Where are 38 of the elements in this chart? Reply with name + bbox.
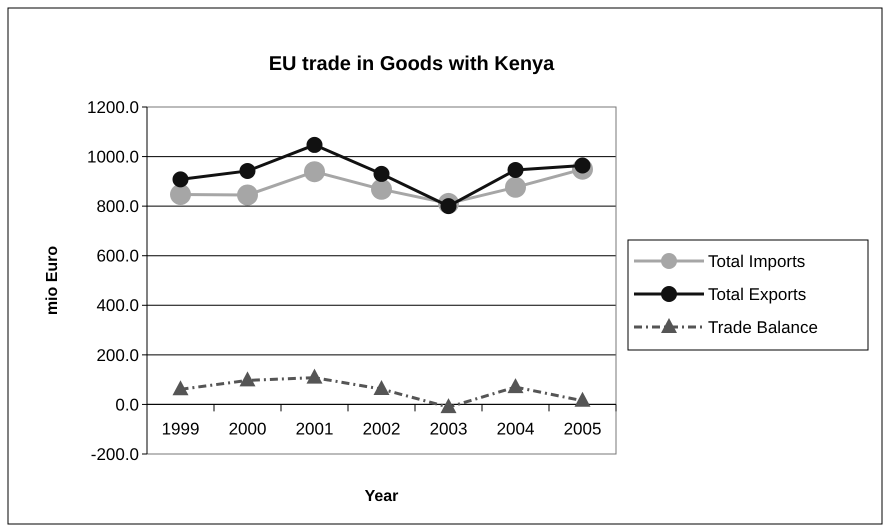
point	[306, 368, 322, 384]
x-axis-title: Year	[364, 488, 398, 505]
y-tick-label: 0.0	[115, 395, 139, 414]
y-axis-title: mio Euro	[44, 246, 61, 316]
legend-label: Trade Balance	[708, 318, 818, 337]
y-tick-label: 400.0	[96, 296, 139, 316]
point	[508, 378, 524, 394]
y-tick-label: 1200.0	[87, 98, 139, 117]
legend-label: Total Imports	[708, 252, 806, 271]
legend-label: Total Exports	[708, 284, 806, 304]
point	[374, 166, 390, 182]
y-tick-label: 600.0	[96, 246, 139, 266]
point	[440, 398, 456, 414]
point	[172, 171, 188, 188]
x-tick-label: 2000	[228, 419, 266, 438]
y-tick-label: 800.0	[96, 197, 139, 216]
point	[172, 380, 188, 396]
point	[505, 176, 526, 198]
point	[240, 162, 256, 179]
point	[237, 184, 258, 206]
point	[371, 178, 392, 200]
point	[508, 162, 524, 178]
x-tick-label: 2001	[296, 419, 334, 438]
x-tick-label: 2004	[496, 419, 534, 438]
point	[240, 371, 256, 386]
x-tick-label: 1999	[162, 419, 200, 438]
x-tick-label: 2003	[430, 419, 468, 438]
y-tick-label: 1000.0	[87, 148, 139, 167]
x-tick-label: 2002	[362, 419, 400, 438]
point	[374, 380, 390, 396]
point	[304, 161, 325, 182]
y-tick-label: 200.0	[96, 346, 139, 365]
chart-title: EU trade in Goods with Kenya	[268, 53, 556, 75]
y-tick-label: -200.0	[90, 444, 139, 464]
point	[306, 136, 322, 153]
x-tick-label: 2005	[564, 419, 602, 438]
point	[170, 184, 191, 205]
point	[574, 392, 590, 407]
